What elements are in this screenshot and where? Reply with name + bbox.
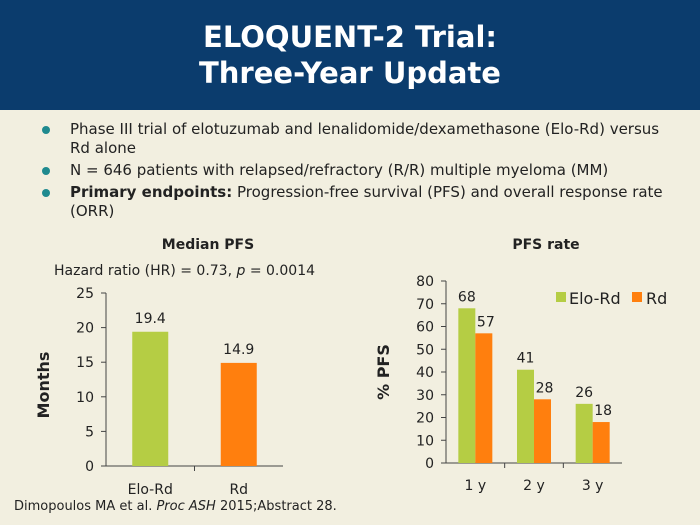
bullet-dot-icon xyxy=(42,126,50,134)
bullet-text: Progression-free survival (PFS) and over… xyxy=(70,183,663,220)
pfs-rate-y-axis-label: % PFS xyxy=(374,344,393,400)
bullet-text: N = 646 patients with relapsed/refractor… xyxy=(70,161,609,179)
bar xyxy=(458,308,476,463)
citation-journal: Proc ASH xyxy=(156,499,216,514)
y-tick-label: 15 xyxy=(76,355,94,371)
y-tick-label: 80 xyxy=(416,274,434,290)
y-tick-label: 0 xyxy=(85,459,94,475)
legend-label-elo-rd: Elo-Rd xyxy=(569,289,621,308)
legend-swatch-rd xyxy=(632,292,642,302)
bar xyxy=(475,333,493,463)
bar xyxy=(517,369,534,463)
median-pfs-chart: 0 5 10 15 20 25 19.4 Elo-Rd 14.9 Rd xyxy=(76,286,283,498)
bar-value-label: 57 xyxy=(477,314,495,330)
citation: Dimopoulos MA et al. Proc ASH 2015;Abstr… xyxy=(14,499,337,514)
y-tick-label: 0 xyxy=(425,456,434,472)
bullet-item: N = 646 patients with relapsed/refractor… xyxy=(38,161,678,180)
bar xyxy=(534,399,551,463)
bullet-list: Phase III trial of elotuzumab and lenali… xyxy=(38,120,678,224)
hazard-ratio-p: p xyxy=(236,263,246,279)
y-tick-label: 30 xyxy=(416,388,434,404)
bullet-dot-icon xyxy=(42,189,50,197)
x-tick-label: Rd xyxy=(229,482,248,498)
x-tick-label: 2 y xyxy=(523,478,545,494)
bar xyxy=(132,331,169,466)
x-tick-label: 3 y xyxy=(582,478,604,494)
y-tick-label: 10 xyxy=(416,433,434,449)
y-tick-label: 70 xyxy=(416,297,434,313)
bar-value-label: 68 xyxy=(458,289,476,305)
median-pfs-title: Median PFS xyxy=(162,237,254,253)
bar-value-label: 26 xyxy=(575,385,593,401)
bar-value-label: 28 xyxy=(536,380,554,396)
pfs-rate-legend: Elo-Rd Rd xyxy=(556,289,667,308)
y-tick-label: 5 xyxy=(85,424,94,440)
y-tick-label: 20 xyxy=(416,411,434,427)
bar-value-label: 18 xyxy=(594,403,612,419)
legend-swatch-elo-rd xyxy=(556,292,566,302)
bar xyxy=(592,422,610,463)
bullet-dot-icon xyxy=(42,167,50,175)
bar-value-label: 41 xyxy=(517,351,535,367)
bullet-text: Phase III trial of elotuzumab and lenali… xyxy=(70,120,660,157)
hazard-ratio-label: Hazard ratio (HR) = 0.73, p = 0.0014 xyxy=(54,263,315,279)
bullet-item: Primary endpoints: Progression-free surv… xyxy=(38,183,678,221)
slide-title-line-2: Three-Year Update xyxy=(199,56,501,90)
y-tick-label: 25 xyxy=(76,286,94,302)
legend-label-rd: Rd xyxy=(646,289,667,308)
slide-title-line-1: ELOQUENT-2 Trial: xyxy=(203,20,497,54)
bar xyxy=(220,362,257,466)
bullet-item: Phase III trial of elotuzumab and lenali… xyxy=(38,120,678,158)
y-tick-label: 40 xyxy=(416,365,434,381)
citation-prefix: Dimopoulos MA et al. xyxy=(14,499,157,514)
y-tick-label: 20 xyxy=(76,321,94,337)
bullet-bold-label: Primary endpoints: xyxy=(70,183,233,201)
bar xyxy=(575,403,593,463)
pfs-rate-title: PFS rate xyxy=(512,237,579,253)
y-tick-label: 60 xyxy=(416,320,434,336)
x-tick-label: 1 y xyxy=(465,478,487,494)
bar-value-label: 14.9 xyxy=(223,342,254,358)
x-tick-label: Elo-Rd xyxy=(128,482,173,498)
bar-value-label: 19.4 xyxy=(135,311,166,327)
citation-suffix: 2015;Abstract 28. xyxy=(215,499,337,514)
hazard-ratio-suffix: = 0.0014 xyxy=(245,263,315,279)
title-banner: ELOQUENT-2 Trial: Three-Year Update xyxy=(0,0,700,110)
y-tick-label: 10 xyxy=(76,390,94,406)
median-pfs-y-axis-label: Months xyxy=(34,352,53,419)
y-tick-label: 50 xyxy=(416,342,434,358)
hazard-ratio-prefix: Hazard ratio (HR) = 0.73, xyxy=(54,263,237,279)
